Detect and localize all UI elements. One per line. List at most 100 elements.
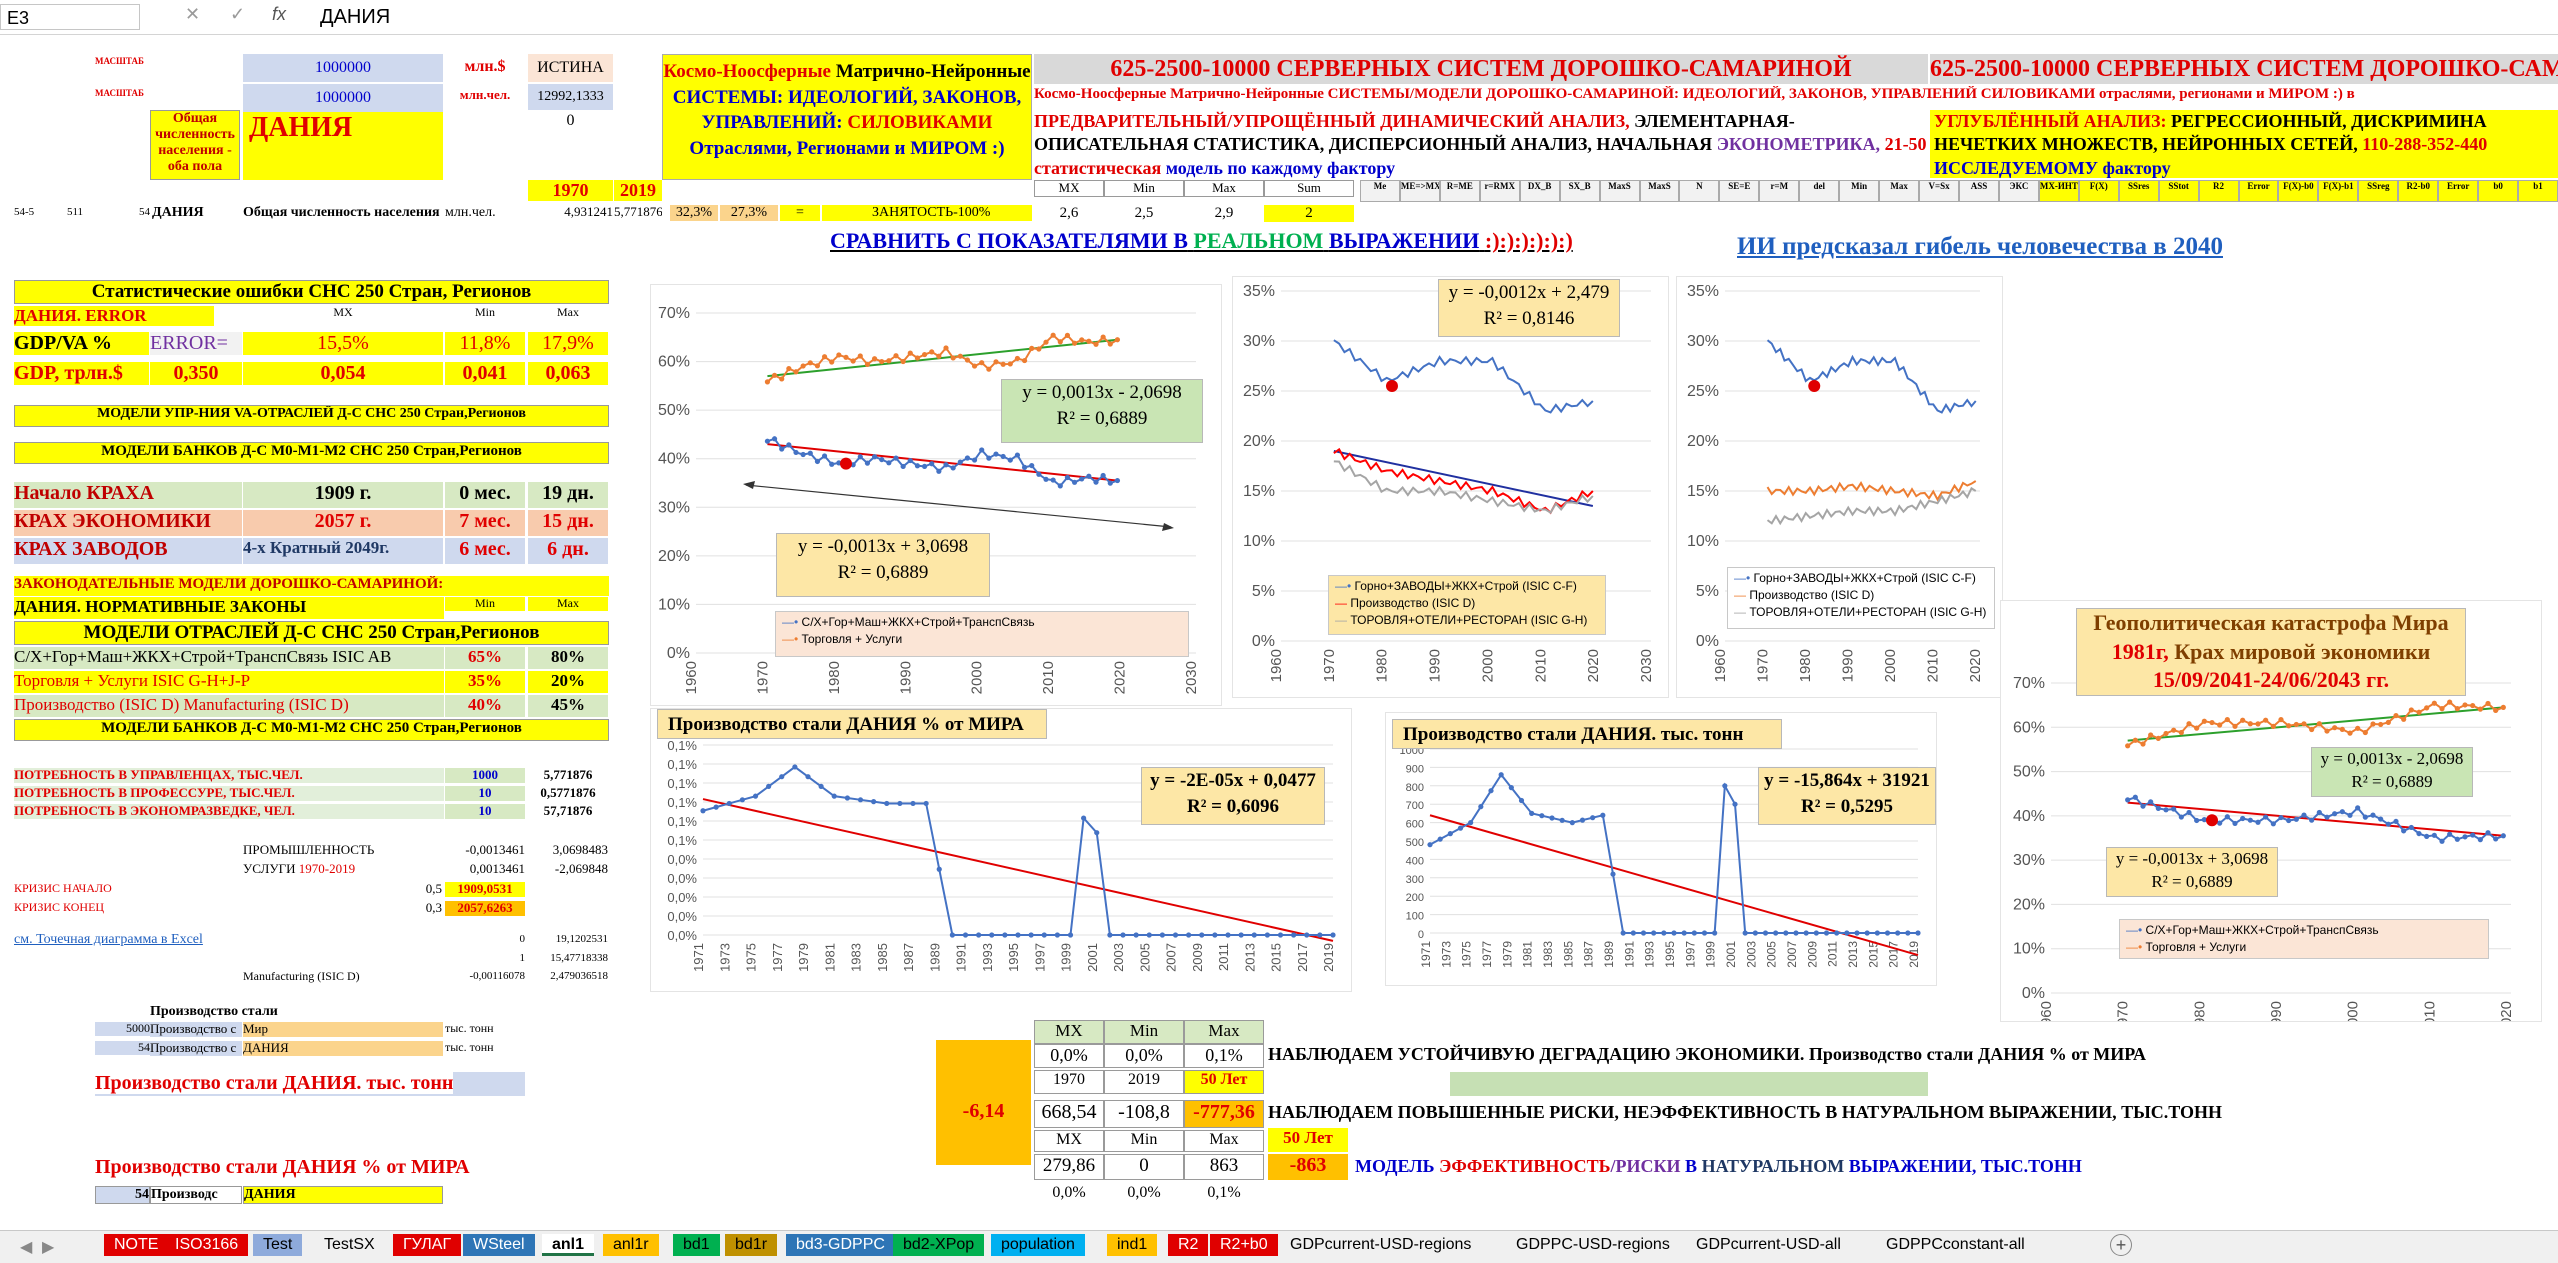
need-managers-a[interactable]: 1000 xyxy=(445,768,525,783)
crisis-start-value[interactable]: 1909,0531 xyxy=(445,882,525,897)
row-value-1[interactable]: 4,931241 xyxy=(564,205,613,219)
stat-col-header[interactable]: b1 xyxy=(2518,180,2558,202)
stat-col-header[interactable]: r=M xyxy=(1759,180,1800,202)
sheet-tab[interactable]: bd2-XPop xyxy=(893,1234,985,1256)
stat-col-header[interactable]: del xyxy=(1799,180,1840,202)
sheet-tab[interactable]: GDPcurrent-USD-all xyxy=(1686,1234,1851,1256)
sheet-tab[interactable]: WSteel xyxy=(463,1234,535,1256)
zero-cell[interactable]: 0 xyxy=(566,112,575,129)
confirm-icon[interactable]: ✓ xyxy=(230,4,246,24)
row-unit[interactable]: млн.чел. xyxy=(445,205,496,220)
rule-2-max[interactable]: 20% xyxy=(528,671,608,693)
istina-value[interactable]: 12992,1333 xyxy=(528,84,613,110)
stat-col-header[interactable]: Error xyxy=(2438,180,2479,202)
bottom-dk[interactable]: ДАНИЯ xyxy=(243,1186,443,1205)
chart-1-frame[interactable]: 0% 10% 20% 30% 40% 50% 60% 70% 1960 1970 1980 1990 2… xyxy=(650,284,1222,706)
row-code[interactable]: 54-5 xyxy=(14,206,35,218)
row-country[interactable]: ДАНИЯ xyxy=(152,205,204,220)
bt-v2[interactable]: -108,8 xyxy=(1104,1100,1184,1128)
stat-col-header[interactable]: R=MЕ xyxy=(1439,180,1480,202)
val-mx[interactable]: 2,6 xyxy=(1059,205,1079,221)
scatter-a1[interactable]: 0 xyxy=(519,933,526,945)
rule-3-min[interactable]: 40% xyxy=(445,695,525,717)
steel-dk[interactable]: ДАНИЯ xyxy=(243,1041,443,1056)
prom-a[interactable]: -0,0013461 xyxy=(465,843,525,857)
need-professors-a[interactable]: 10 xyxy=(445,786,525,801)
krah-zav-month[interactable]: 6 мес. xyxy=(445,538,525,564)
stat-col-header[interactable]: F(X)-b1 xyxy=(2318,180,2359,202)
steel-54[interactable]: 54 xyxy=(95,1041,150,1055)
crisis-end-value[interactable]: 2057,6263 xyxy=(445,901,525,916)
steel-5000[interactable]: 5000 xyxy=(95,1022,150,1036)
fx-icon[interactable]: fx xyxy=(272,4,287,24)
stat-col-header[interactable]: SStot xyxy=(2158,180,2199,202)
eq-cell[interactable]: = xyxy=(780,205,820,222)
sheet-tab[interactable]: NOTE xyxy=(104,1234,169,1256)
need-professors-b[interactable]: 0,5771876 xyxy=(540,786,596,800)
gdp-mx[interactable]: 0,054 xyxy=(243,362,443,385)
val-sum[interactable]: 2 xyxy=(1264,205,1354,223)
usl-b[interactable]: -2,069848 xyxy=(554,862,608,876)
error-eq[interactable]: ERROR= xyxy=(150,332,242,355)
chart-5-frame[interactable]: 0 100 200 300 400 500 600 700 800 900 1000 1971 1973… xyxy=(1385,712,1937,986)
usl-a[interactable]: 0,0013461 xyxy=(469,862,525,876)
pct-cell-1[interactable]: 32,3% xyxy=(670,205,718,222)
krah-zav-year[interactable]: 4-х Кратный 2049г. xyxy=(243,538,443,564)
sheet-tab[interactable]: bd1r xyxy=(725,1234,778,1256)
cancel-icon[interactable]: ✕ xyxy=(185,4,201,24)
sheet-tab[interactable]: TestSX xyxy=(314,1234,385,1256)
bt-b1[interactable]: 0,0% xyxy=(1052,1184,1086,1201)
gdp-max[interactable]: 0,063 xyxy=(528,362,608,385)
bt-mx-v[interactable]: 0,0% xyxy=(1034,1044,1104,1068)
add-sheet-icon[interactable]: + xyxy=(2110,1234,2132,1256)
stat-col-header[interactable]: R2 xyxy=(2198,180,2239,202)
gdpva-min[interactable]: 11,8% xyxy=(445,332,525,355)
sheet-tab[interactable]: population xyxy=(991,1234,1085,1256)
sheet-tab[interactable]: GDPPC-USD-regions xyxy=(1506,1234,1680,1256)
country-title[interactable]: ДАНИЯ xyxy=(243,112,443,180)
bt-a1[interactable]: 279,86 xyxy=(1034,1154,1104,1180)
bt-min-v[interactable]: 0,0% xyxy=(1104,1044,1184,1068)
krah-econ-year[interactable]: 2057 г. xyxy=(243,510,443,536)
sheet-tab[interactable]: GDPcurrent-USD-regions xyxy=(1280,1234,1482,1256)
scatter-link[interactable]: см. Точечная диаграмма в Excel xyxy=(14,932,203,947)
stat-col-header[interactable]: Me xyxy=(1360,180,1400,202)
row-num[interactable]: 54 xyxy=(139,206,150,218)
stat-col-header[interactable]: SSres xyxy=(2118,180,2159,202)
scatter-b2[interactable]: 15,47718338 xyxy=(550,952,608,964)
name-box[interactable]: E3 xyxy=(0,4,140,30)
stat-col-header[interactable]: SЕ=E xyxy=(1719,180,1760,202)
bt-b2[interactable]: 0,0% xyxy=(1127,1184,1161,1201)
manuf-a[interactable]: -0,00116078 xyxy=(469,970,525,982)
sheet-tab[interactable]: bd3-GDPPC xyxy=(786,1234,895,1256)
gdp-value[interactable]: 0,350 xyxy=(150,362,242,385)
krah-zav-day[interactable]: 6 дн. xyxy=(528,538,608,564)
krah-econ-month[interactable]: 7 мес. xyxy=(445,510,525,536)
stat-col-header[interactable]: MX-ИНТЕР xyxy=(2038,180,2079,202)
tab-scroll-left-icon[interactable]: ◀ xyxy=(20,1239,33,1256)
istina-cell[interactable]: ИСТИНА xyxy=(528,54,613,82)
sheet-tab[interactable]: anl1 xyxy=(542,1234,595,1256)
bt-a4[interactable]: -863 xyxy=(1268,1154,1348,1180)
stat-col-header[interactable]: MЕ=>MX xyxy=(1399,180,1440,202)
bottom-54[interactable]: 54 xyxy=(95,1186,150,1205)
stat-col-header[interactable]: N xyxy=(1679,180,1720,202)
crisis-end-a[interactable]: 0,3 xyxy=(425,901,442,915)
sheet-tab[interactable]: ГУЛАГ xyxy=(393,1234,462,1256)
stat-col-header[interactable]: SSreg xyxy=(2358,180,2399,202)
bt-a3[interactable]: 863 xyxy=(1184,1154,1264,1180)
zanyat-cell[interactable]: ЗАНЯТОСТЬ-100% xyxy=(822,205,1032,222)
bt-v1[interactable]: 668,54 xyxy=(1034,1100,1104,1128)
stat-col-header[interactable]: b0 xyxy=(2478,180,2519,202)
scale-value-2[interactable]: 1000000 xyxy=(243,84,443,112)
val-min[interactable]: 2,5 xyxy=(1134,205,1154,221)
sheet-tab[interactable]: anl1r xyxy=(603,1234,659,1256)
prom-b[interactable]: 3,0698483 xyxy=(552,843,608,857)
crisis-start-a[interactable]: 0,5 xyxy=(425,882,442,896)
need-intel-b[interactable]: 57,71876 xyxy=(543,804,593,818)
row-id[interactable]: 511 xyxy=(66,206,84,218)
bt-max-v[interactable]: 0,1% xyxy=(1184,1044,1264,1068)
sheet-tab[interactable]: bd1 xyxy=(673,1234,720,1256)
rule-1-max[interactable]: 80% xyxy=(528,647,608,669)
chart-3-frame[interactable]: 0% 5% 10% 15% 20% 25% 30% 35% 1960 1970 1980 1990 20… xyxy=(1676,276,2003,698)
